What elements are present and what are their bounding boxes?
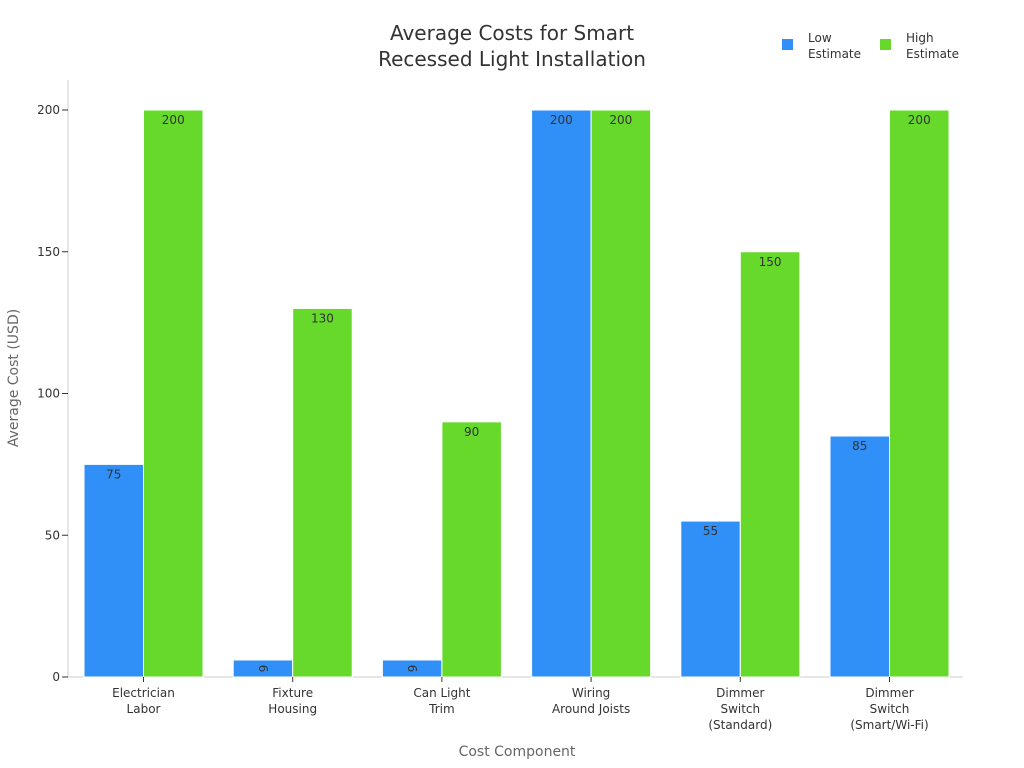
y-tick-label: 150 bbox=[37, 245, 60, 259]
data-labels: 75 200 Electrician Labor 6 130 Fixture Housing 6… bbox=[106, 113, 931, 732]
x-tick-label: Electrician bbox=[112, 686, 175, 700]
data-label: 200 bbox=[908, 113, 931, 127]
x-tick-label: Dimmer bbox=[865, 686, 913, 700]
legend-label: Low bbox=[808, 31, 832, 45]
x-tick-label: (Standard) bbox=[708, 718, 772, 732]
y-tick-label: 50 bbox=[45, 528, 60, 542]
x-tick-label: Around Joists bbox=[552, 702, 630, 716]
x-tick-label: Can Light bbox=[413, 686, 470, 700]
x-tick-label: Switch bbox=[870, 702, 910, 716]
bar bbox=[590, 109, 652, 678]
x-tick-label: Dimmer bbox=[716, 686, 764, 700]
data-label: 85 bbox=[852, 439, 867, 453]
bar bbox=[889, 109, 950, 678]
data-label: 200 bbox=[162, 113, 185, 127]
y-tick-label: 200 bbox=[37, 103, 60, 117]
bars bbox=[83, 109, 950, 682]
x-tick-label: Housing bbox=[268, 702, 317, 716]
legend-label: High bbox=[906, 31, 934, 45]
bar bbox=[83, 463, 144, 678]
data-label: 6 bbox=[256, 665, 270, 673]
bar bbox=[441, 421, 502, 678]
chart-title-line: Recessed Light Installation bbox=[378, 47, 646, 71]
y-tick-label: 100 bbox=[37, 387, 60, 401]
x-tick-label: Fixture bbox=[272, 686, 313, 700]
bar bbox=[680, 520, 741, 678]
x-tick-label: Wiring bbox=[572, 686, 610, 700]
data-label: 150 bbox=[759, 255, 782, 269]
x-axis-title: Cost Component bbox=[459, 744, 576, 760]
legend-label: Estimate bbox=[906, 47, 959, 61]
legend-label: Estimate bbox=[808, 47, 861, 61]
data-label: 55 bbox=[703, 524, 718, 538]
bar bbox=[739, 251, 801, 678]
data-label: 200 bbox=[609, 113, 632, 127]
bar bbox=[292, 307, 353, 678]
data-label: 130 bbox=[311, 311, 334, 325]
x-tick-label: Labor bbox=[127, 702, 161, 716]
y-tick-label: 0 bbox=[52, 670, 60, 684]
bar bbox=[829, 435, 890, 678]
x-tick-label: (Smart/Wi-Fi) bbox=[850, 718, 928, 732]
data-label: 90 bbox=[464, 425, 479, 439]
y-axis-title: Average Cost (USD) bbox=[6, 309, 22, 447]
bar bbox=[143, 109, 204, 678]
data-label: 200 bbox=[550, 113, 573, 127]
chart-title-line: Average Costs for Smart bbox=[390, 21, 634, 45]
data-label: 6 bbox=[405, 665, 419, 673]
legend-swatch bbox=[880, 39, 891, 50]
legend-swatch bbox=[782, 39, 793, 50]
bar bbox=[531, 109, 592, 678]
x-tick-label: Switch bbox=[720, 702, 760, 716]
legend: Low Estimate High Estimate bbox=[782, 31, 959, 61]
x-tick-label: Trim bbox=[428, 702, 455, 716]
data-label: 75 bbox=[106, 467, 121, 481]
axes: 0 50 100 150 200 bbox=[37, 80, 963, 684]
